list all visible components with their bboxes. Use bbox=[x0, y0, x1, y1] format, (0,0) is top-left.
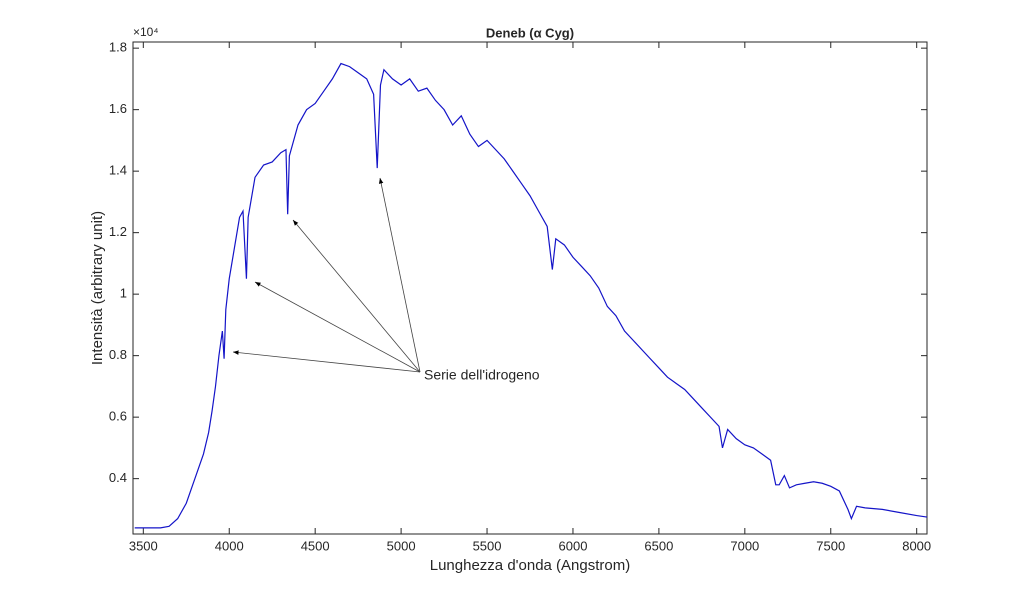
arrow bbox=[232, 350, 421, 373]
chart-title: Deneb (α Cyg) bbox=[486, 25, 574, 40]
annotation-arrows bbox=[232, 177, 421, 373]
x-tick-label: 6000 bbox=[559, 538, 588, 553]
x-tick-label: 8000 bbox=[902, 538, 931, 553]
x-tick-label: 7000 bbox=[730, 538, 759, 553]
spectrum-line bbox=[134, 62, 928, 529]
arrow bbox=[292, 219, 421, 373]
arrow bbox=[254, 281, 421, 373]
y-tick-label: 1 bbox=[120, 286, 127, 301]
x-axis-label: Lunghezza d'onda (Angstrom) bbox=[430, 557, 631, 574]
y-tick-label: 1.8 bbox=[109, 40, 127, 55]
x-tick-label: 5000 bbox=[387, 538, 416, 553]
x-tick-label: 4500 bbox=[301, 538, 330, 553]
y-tick-label: 0.4 bbox=[109, 470, 127, 485]
y-tick-label: 1.2 bbox=[109, 224, 127, 239]
y-tick-label: 1.4 bbox=[109, 163, 127, 178]
x-tick-label: 5500 bbox=[473, 538, 502, 553]
arrow bbox=[378, 177, 421, 373]
annotation: Serie dell'idrogeno bbox=[424, 367, 540, 383]
y-tick-label: 0.6 bbox=[109, 409, 127, 424]
y-axis-label: Intensità (arbitrary unit) bbox=[89, 211, 106, 365]
y-scale-label: ×10⁴ bbox=[133, 25, 159, 39]
x-tick-label: 7500 bbox=[816, 538, 845, 553]
y-tick-label: 0.8 bbox=[109, 347, 127, 362]
plot-frame bbox=[132, 41, 928, 535]
x-tick-label: 4000 bbox=[215, 538, 244, 553]
x-tick-label: 6500 bbox=[644, 538, 673, 553]
y-tick-label: 1.6 bbox=[109, 101, 127, 116]
x-tick-label: 3500 bbox=[129, 538, 158, 553]
